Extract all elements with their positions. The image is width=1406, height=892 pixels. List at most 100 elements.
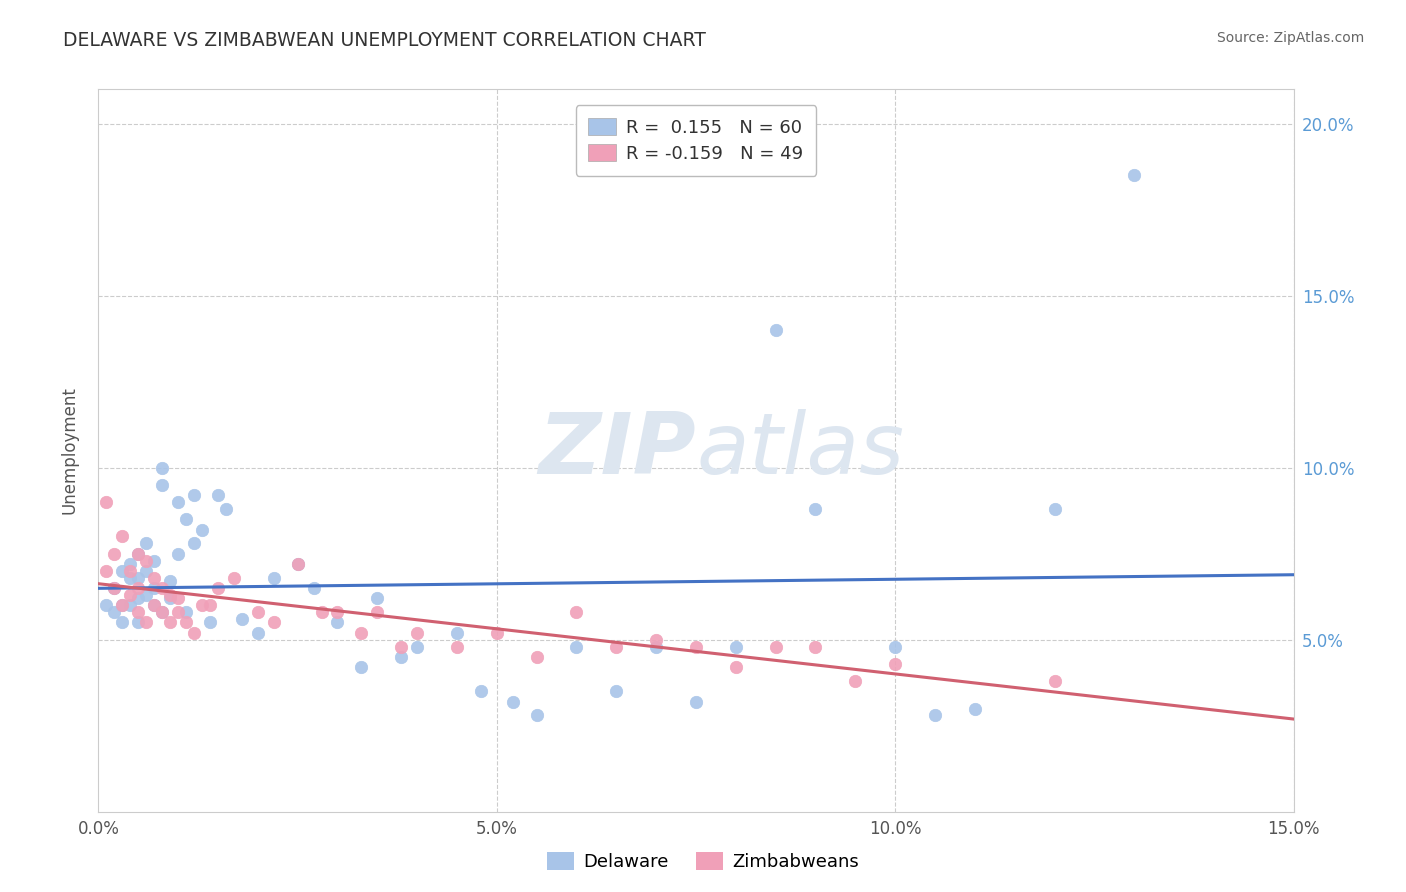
Point (135, 536, 157, 550)
Point (167, 547, 190, 561)
Text: DELAWARE VS ZIMBABWEAN UNEMPLOYMENT CORRELATION CHART: DELAWARE VS ZIMBABWEAN UNEMPLOYMENT CORR… (63, 31, 706, 50)
Point (326, 605, 349, 619)
Point (127, 615, 149, 630)
Point (150, 605, 173, 619)
Point (302, 581, 325, 595)
Point (207, 488, 229, 502)
Point (366, 605, 388, 619)
Point (311, 605, 333, 619)
Point (174, 512, 197, 526)
Point (143, 553, 166, 567)
Point (526, 649, 548, 664)
Point (263, 571, 285, 585)
Point (605, 640, 627, 654)
Point (127, 581, 149, 595)
Point (96, 599, 118, 613)
Point (111, 599, 134, 613)
Point (120, 557, 142, 571)
Point (159, 574, 181, 589)
Point (470, 684, 492, 698)
Point (111, 529, 134, 543)
Point (135, 588, 157, 602)
Legend: Delaware, Zimbabweans: Delaware, Zimbabweans (540, 846, 866, 879)
Point (167, 591, 190, 606)
Point (103, 581, 125, 595)
Point (167, 605, 190, 619)
Point (526, 708, 548, 723)
Point (605, 684, 627, 698)
Point (191, 523, 214, 537)
Point (183, 625, 205, 640)
Point (884, 640, 907, 654)
Text: Source: ZipAtlas.com: Source: ZipAtlas.com (1216, 31, 1364, 45)
Point (127, 547, 149, 561)
Point (366, 591, 388, 606)
Point (287, 557, 309, 571)
Point (924, 708, 946, 723)
Point (246, 605, 269, 619)
Point (406, 625, 429, 640)
Point (150, 478, 173, 492)
Point (804, 640, 827, 654)
Point (120, 571, 142, 585)
Point (127, 547, 149, 561)
Point (389, 640, 412, 654)
Point (215, 502, 238, 516)
Point (159, 588, 181, 602)
Point (287, 557, 309, 571)
Point (96, 495, 118, 509)
Text: ZIP: ZIP (538, 409, 696, 492)
Point (120, 564, 142, 578)
Point (645, 640, 668, 654)
Point (207, 581, 229, 595)
Point (174, 605, 197, 619)
Point (485, 625, 508, 640)
Point (263, 615, 285, 630)
Point (143, 581, 166, 595)
Point (127, 605, 149, 619)
Point (884, 657, 907, 671)
Point (191, 599, 214, 613)
Point (406, 640, 429, 654)
Point (844, 673, 866, 688)
Point (724, 640, 747, 654)
Point (350, 660, 373, 674)
Point (120, 588, 142, 602)
Point (143, 599, 166, 613)
Point (167, 495, 190, 509)
Point (1043, 673, 1066, 688)
Point (389, 649, 412, 664)
Point (804, 502, 827, 516)
Point (198, 615, 221, 630)
Point (326, 615, 349, 630)
Point (765, 323, 787, 337)
Point (502, 695, 524, 709)
Point (96, 564, 118, 578)
Point (111, 615, 134, 630)
Point (198, 599, 221, 613)
Point (446, 625, 468, 640)
Point (159, 591, 181, 606)
Point (565, 605, 588, 619)
Point (103, 605, 125, 619)
Point (150, 460, 173, 475)
Point (111, 564, 134, 578)
Point (159, 615, 181, 630)
Point (174, 615, 197, 630)
Point (103, 547, 125, 561)
Point (446, 640, 468, 654)
Point (183, 488, 205, 502)
Point (963, 701, 986, 715)
Point (1123, 168, 1146, 182)
Point (111, 599, 134, 613)
Point (246, 625, 269, 640)
Point (645, 632, 668, 647)
Legend: R =  0.155   N = 60, R = -0.159   N = 49: R = 0.155 N = 60, R = -0.159 N = 49 (576, 105, 815, 176)
Y-axis label: Unemployment: Unemployment (60, 386, 79, 515)
Point (103, 581, 125, 595)
Point (143, 599, 166, 613)
Point (1043, 502, 1066, 516)
Point (150, 605, 173, 619)
Point (685, 640, 707, 654)
Point (135, 553, 157, 567)
